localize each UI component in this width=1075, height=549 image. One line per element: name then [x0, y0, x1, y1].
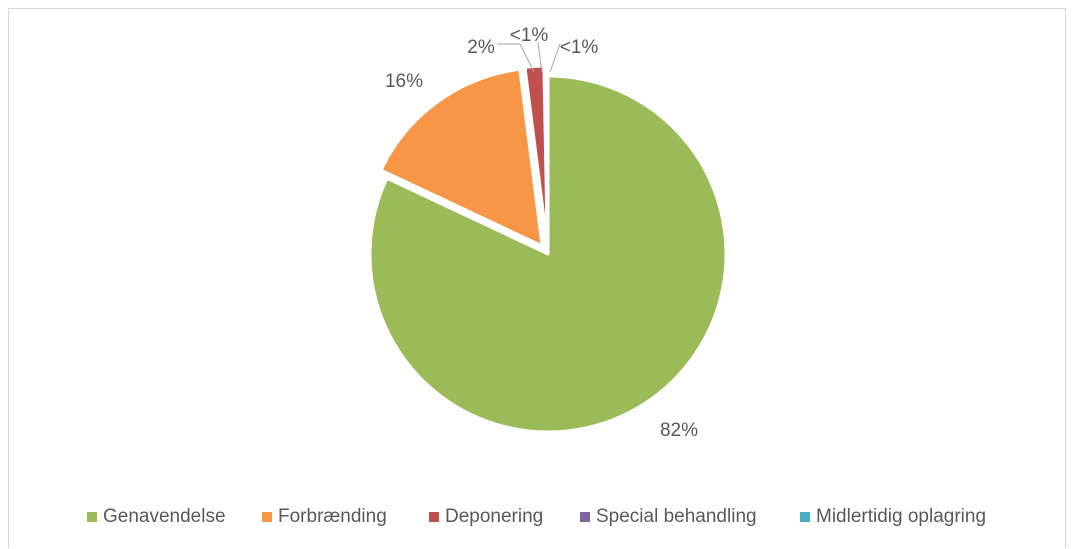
data-label: 82% — [660, 420, 698, 441]
pie-slice-deponering — [523, 64, 549, 246]
pie-slices — [368, 64, 728, 434]
legend-swatch — [262, 512, 272, 522]
legend-swatch — [87, 512, 97, 522]
legend-label: Deponering — [445, 506, 543, 527]
pie-slice-midlertidig-oplagring — [545, 70, 550, 252]
legend-swatch — [800, 512, 810, 522]
leader-line — [497, 43, 535, 73]
data-label: <1% — [560, 37, 599, 58]
legend-label: Forbrænding — [278, 506, 387, 527]
legend-label: Special behandling — [596, 506, 757, 527]
legend-label: Genavendelse — [103, 506, 226, 527]
legend-label: Midlertidig oplagring — [816, 506, 986, 527]
data-labels: 82% 16% 2% <1% <1% — [385, 25, 698, 441]
leader-line — [549, 43, 561, 73]
data-label: 2% — [467, 37, 495, 58]
pie-slice-forbrænding — [379, 67, 544, 248]
legend: Genavendelse Forbrænding Deponering Special… — [87, 506, 986, 527]
data-label: <1% — [510, 25, 549, 46]
leader-line — [537, 41, 543, 73]
legend-swatch — [429, 512, 439, 522]
data-label: 16% — [385, 71, 423, 92]
legend-swatch — [580, 512, 590, 522]
leader-lines — [497, 41, 561, 73]
pie-slice-genavendelse — [368, 74, 728, 434]
